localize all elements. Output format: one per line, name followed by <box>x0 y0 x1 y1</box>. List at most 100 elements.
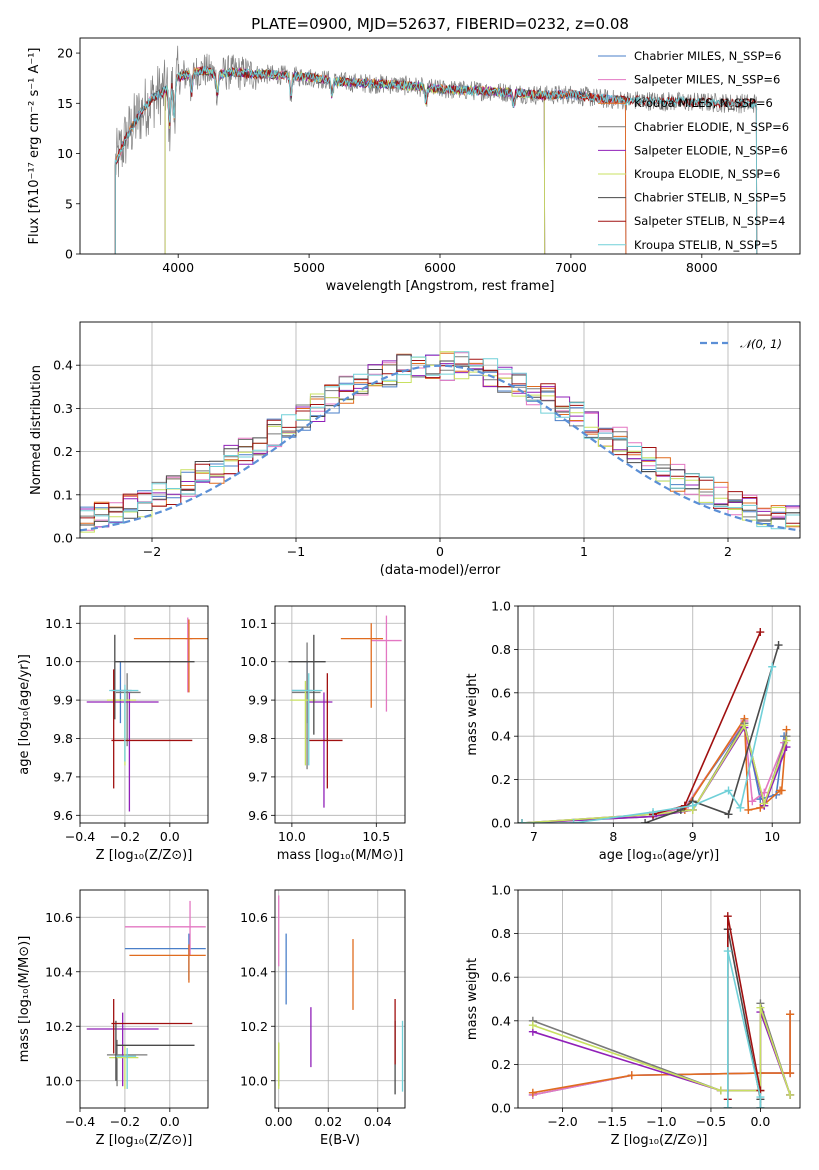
x-tick-label: 10.0 <box>278 829 306 844</box>
point-salpeter-stelib <box>308 673 343 789</box>
y-tick-label: 0.0 <box>491 1101 511 1116</box>
data-point <box>740 721 749 730</box>
y-tick-label: 10.6 <box>45 910 73 925</box>
point-chabrier-elodie <box>291 642 321 770</box>
y-tick-label: 20 <box>57 46 73 61</box>
y-tick-label: 0.2 <box>53 444 73 459</box>
x-tick-label: −2.0 <box>547 1114 577 1129</box>
legend-entry: Kroupa ELODIE, N_SSP=6 <box>634 167 780 181</box>
x-tick-label: 8000 <box>686 260 718 275</box>
y-tick-label: 10.4 <box>45 964 73 979</box>
z_mass-plot-area <box>80 890 208 1108</box>
legend: Chabrier MILES, N_SSP=6 Salpeter MILES, N… <box>598 49 789 252</box>
legend-entry: Chabrier MILES, N_SSP=6 <box>634 49 781 63</box>
y-tick-label: 9.7 <box>53 769 73 784</box>
x-tick-label: 0.0 <box>160 1114 180 1129</box>
x-tick-label: 9 <box>689 829 697 844</box>
x-tick-label: 8 <box>609 829 617 844</box>
axes-frame <box>79 321 801 539</box>
legend-entry: Kroupa STELIB, N_SSP=5 <box>634 238 778 252</box>
panel-z_age: −0.4 −0.2 0.0 9.6 9.7 9.8 9.9 10.0 10.1 Z [log₁₀(… <box>17 605 209 863</box>
y-tick-label: 10 <box>57 146 73 161</box>
series-kroupa-stelib <box>726 950 762 1108</box>
y-tick-label: 0.0 <box>491 816 511 831</box>
normal-curve <box>80 364 800 532</box>
y-tick-label: 0.0 <box>53 531 73 546</box>
y-tick-label: 9.9 <box>53 693 73 708</box>
x-tick-label: 10.5 <box>362 829 390 844</box>
legend-entry: Salpeter ELODIE, N_SSP=6 <box>634 143 788 157</box>
panel-residuals: −2 −1 0 1 2 0.0 0.1 0.2 0.3 0.4 (data-model)/error… <box>29 321 801 578</box>
point-kroupa-stelib <box>109 684 139 762</box>
x-axis-label: age [log₁₀(age/yr)] <box>599 848 720 863</box>
y-tick-label: 9.8 <box>248 731 268 746</box>
data-point <box>748 797 757 806</box>
y-tick-label: 9.7 <box>248 769 268 784</box>
x-axis-label: Z [log₁₀(Z/Z⊙)] <box>611 1133 708 1148</box>
data-point <box>724 786 733 795</box>
point-chabrier-stelib <box>115 1020 195 1081</box>
y-tick-label: 0.4 <box>53 358 73 373</box>
data-point <box>518 819 526 823</box>
y-tick-label: 0.2 <box>491 1057 511 1072</box>
y-tick-label: 10.6 <box>240 910 268 925</box>
data-point <box>786 1090 795 1099</box>
y-tick-label: 1.0 <box>491 883 511 898</box>
mass_age-plot-area <box>275 606 405 823</box>
y-tick-label: 0.6 <box>491 685 511 700</box>
data-point <box>723 947 732 956</box>
x-tick-label: 7 <box>530 829 538 844</box>
y-tick-label: 0.3 <box>53 401 73 416</box>
data-point <box>782 736 791 745</box>
point-kroupa-miles <box>133 619 208 693</box>
x-tick-label: 1 <box>580 544 588 559</box>
x-tick-label: 5000 <box>293 260 325 275</box>
panel-spectrum: 4000 5000 6000 7000 8000 0 5 10 15 20 wavelength [… <box>27 37 801 294</box>
x-tick-label: −0.5 <box>696 1114 726 1129</box>
legend-entry: Chabrier STELIB, N_SSP=5 <box>634 191 786 205</box>
y-tick-label: 10.1 <box>240 616 268 631</box>
panel-z_weight: −2.0 −1.5 −1.0 −0.5 0.0 0.0 0.2 0.4 0.6 0.8 1.0 Z [… <box>465 883 801 1148</box>
x-tick-label: −0.2 <box>110 1114 140 1129</box>
data-point <box>627 1071 636 1080</box>
data-point <box>736 803 745 812</box>
legend-entry: Kroupa MILES, N_SSP=6 <box>634 96 773 110</box>
legend-entry: Salpeter STELIB, N_SSP=4 <box>634 214 785 228</box>
data-point <box>680 801 689 810</box>
data-point <box>688 801 697 810</box>
point-kroupa-miles <box>340 623 384 708</box>
point-kroupa-elodie <box>290 680 316 766</box>
data-point <box>774 641 783 650</box>
panel-age_weight: 7 8 9 10 0.0 0.2 0.4 0.6 0.8 1.0 age [log₁₀(age/yr… <box>465 599 801 863</box>
residuals-plot-area <box>80 322 800 538</box>
axes-frame <box>79 889 209 1109</box>
x-tick-label: 0.0 <box>750 1114 770 1129</box>
y-tick-label: 0.2 <box>491 772 511 787</box>
x-axis-label: wavelength [Angstrom, rest frame] <box>326 279 555 294</box>
y-tick-label: 10.0 <box>45 1073 73 1088</box>
x-tick-label: −0.4 <box>65 1114 95 1129</box>
data-point <box>724 810 733 819</box>
data-point <box>786 1010 795 1019</box>
x-axis-label: (data-model)/error <box>380 563 501 578</box>
model-kroupa-stelib <box>114 65 758 254</box>
x-tick-label: 0.00 <box>265 1114 293 1129</box>
ebv_mass-plot-area <box>275 890 405 1108</box>
legend: 𝒩(0, 1) <box>700 337 782 351</box>
data-point <box>756 1003 765 1012</box>
y-tick-label: 9.8 <box>53 731 73 746</box>
y-tick-label: 0 <box>65 247 73 262</box>
data-point <box>723 1104 732 1108</box>
x-axis-label: E(B-V) <box>320 1133 360 1148</box>
axes-frame <box>517 605 801 824</box>
x-tick-label: −1.5 <box>597 1114 627 1129</box>
data-point <box>723 912 732 921</box>
panel-z_mass: −0.4 −0.2 0.0 10.0 10.2 10.4 10.6 Z [log₁₀(Z/Z⊙… <box>17 889 209 1148</box>
point-salpeter-elodie <box>308 692 333 808</box>
point-salpeter-elodie <box>86 1012 159 1087</box>
x-tick-label: −0.4 <box>65 829 95 844</box>
data-point <box>760 799 769 808</box>
y-axis-label: Flux [fλ10⁻¹⁷ erg cm⁻² s⁻¹ A⁻¹] <box>27 48 42 245</box>
y-tick-label: 10.0 <box>240 654 268 669</box>
panel-mass_age: 10.0 10.5 9.6 9.7 9.8 9.9 10.0 10.1 mass [log₁₀(… <box>240 605 406 863</box>
